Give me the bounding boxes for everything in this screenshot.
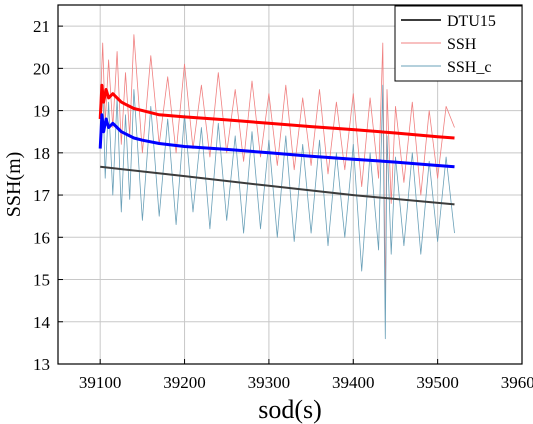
y-tick-label: 16 — [33, 228, 50, 247]
legend-label-ssh: SSH — [447, 36, 477, 53]
y-tick-label: 13 — [33, 355, 50, 374]
series-line-dtu15 — [100, 165, 455, 206]
x-tick-label: 39500 — [416, 373, 459, 392]
series-lines — [98, 34, 455, 340]
plot-area-frame — [57, 4, 523, 365]
series-line-3 — [98, 83, 455, 140]
x-tick-label: 39400 — [332, 373, 375, 392]
series-line-ssh-c — [99, 84, 455, 340]
x-axis-title: sod(s) — [258, 395, 322, 424]
legend-label-ssh-c: SSH_c — [447, 59, 491, 76]
legend-label-dtu15: DTU15 — [447, 13, 496, 30]
y-tick-label: 17 — [33, 186, 51, 205]
y-tick-label: 21 — [33, 17, 50, 36]
y-tick-label: 18 — [33, 144, 50, 163]
x-tick-label: 39600 — [501, 373, 533, 392]
y-tick-label: 20 — [33, 59, 50, 78]
x-tick-label: 39200 — [163, 373, 206, 392]
axis-ticks: 39100 39200 39300 39400 39500 39600 13 14 15 16 17… — [33, 17, 533, 392]
x-tick-label: 39300 — [248, 373, 291, 392]
series-line-4 — [98, 113, 455, 169]
x-tick-label: 39100 — [79, 373, 122, 392]
y-tick-label: 19 — [33, 102, 50, 121]
legend: DTU15 SSH SSH_c — [394, 5, 523, 82]
y-axis-title: SSH(m) — [3, 152, 25, 218]
y-tick-label: 15 — [33, 271, 50, 290]
y-tick-label: 14 — [33, 313, 51, 332]
series-line-ssh — [99, 34, 455, 310]
